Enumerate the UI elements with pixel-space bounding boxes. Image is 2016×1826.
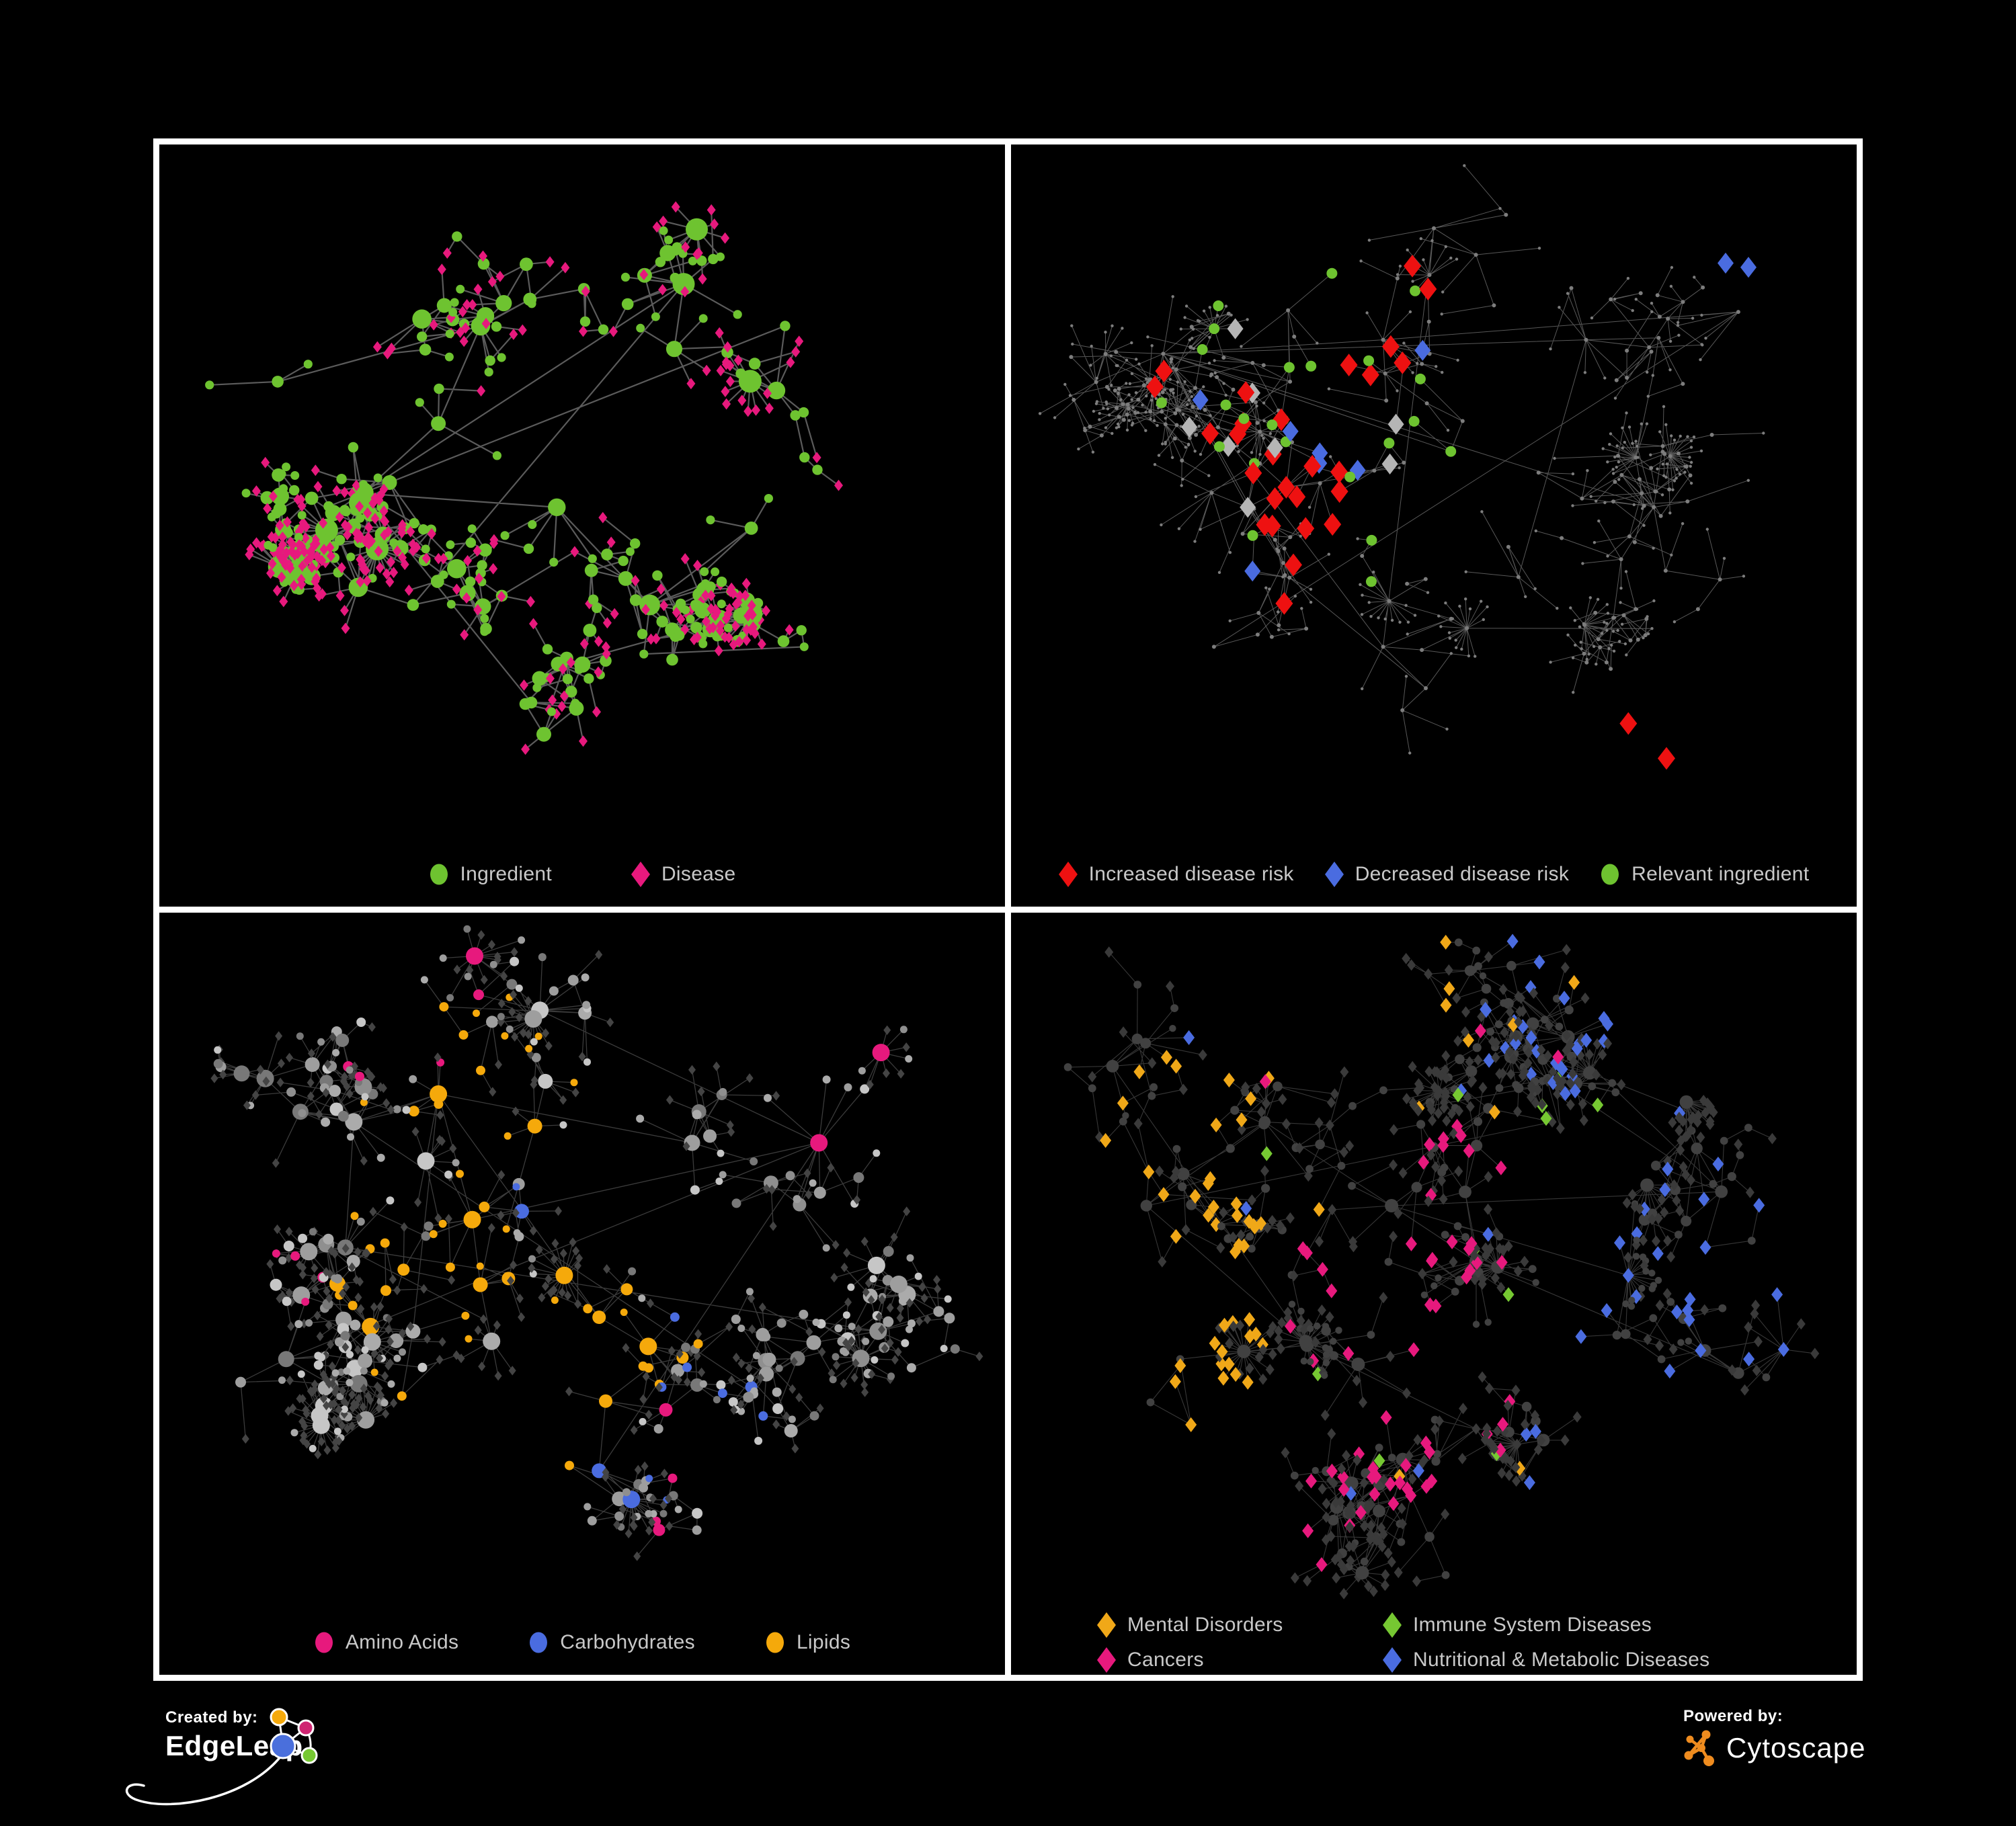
panel-disease-risk: Increased disease risk Decreased disease… xyxy=(1011,144,1857,907)
cytoscape-wordmark: Cytoscape xyxy=(1726,1732,1866,1763)
cytoscape-logo-icon xyxy=(1684,1730,1714,1766)
disease-risk-network xyxy=(1038,164,1765,770)
legend-macronutrients: Amino Acids Carbohydrates Lipids xyxy=(159,1610,1005,1675)
legend-item-ingredient: Ingredient xyxy=(429,862,552,887)
relevant-ingredient-circle-icon xyxy=(1601,864,1619,885)
edgeleap-branding: Created by: EdgeLeap xyxy=(125,1708,475,1823)
macronutrients-network xyxy=(210,925,983,1561)
legend-label: Mental Disorders xyxy=(1127,1614,1283,1636)
legend-item-amino-acids: Amino Acids xyxy=(314,1630,458,1655)
ingredient-circle-icon xyxy=(430,864,448,885)
decreased-risk-diamond-icon xyxy=(1324,862,1344,887)
powered-by-label: Powered by: xyxy=(1683,1707,1783,1725)
panel-grid: Ingredient Disease Increased disease ris… xyxy=(153,138,1863,1681)
ingredient-disease-network xyxy=(205,201,843,755)
legend-disease-risk: Increased disease risk Decreased disease… xyxy=(1011,842,1857,907)
amino-acids-circle-icon xyxy=(315,1632,333,1653)
legend-label: Carbohydrates xyxy=(560,1631,695,1653)
legend-item-relevant-ingredient: Relevant ingredient xyxy=(1600,862,1809,887)
disease-diamond-icon xyxy=(631,862,650,887)
legend-label: Disease xyxy=(661,863,736,885)
legend-item-immune-system-diseases: Immune System Diseases xyxy=(1383,1612,1709,1638)
immune-system-diseases-diamond-icon xyxy=(1383,1612,1402,1638)
legend-item-cancers: Cancers xyxy=(1097,1647,1383,1673)
disease-categories-network xyxy=(1063,933,1820,1600)
legend-item-disease: Disease xyxy=(631,862,735,887)
cytoscape-branding: Powered by: Cytoscape xyxy=(1683,1707,1865,1766)
legend-label: Amino Acids xyxy=(345,1631,459,1653)
lipids-circle-icon xyxy=(766,1632,784,1653)
cancers-diamond-icon xyxy=(1097,1647,1116,1673)
edgeleap-wordmark: EdgeLeap xyxy=(165,1730,303,1761)
panel-ingredient-disease: Ingredient Disease xyxy=(159,144,1005,907)
legend-label: Relevant ingredient xyxy=(1631,863,1810,885)
increased-risk-diamond-icon xyxy=(1058,862,1078,887)
legend-item-mental-disorders: Mental Disorders xyxy=(1097,1612,1383,1638)
legend-item-nutritional-metabolic-diseases: Nutritional & Metabolic Diseases xyxy=(1383,1647,1709,1673)
legend-ingredient-disease: Ingredient Disease xyxy=(159,842,1005,907)
mental-disorders-diamond-icon xyxy=(1097,1612,1116,1638)
nutritional-metabolic-diseases-diamond-icon xyxy=(1383,1647,1402,1673)
legend-item-increased-risk: Increased disease risk xyxy=(1058,862,1294,887)
legend-label: Nutritional & Metabolic Diseases xyxy=(1413,1649,1710,1671)
legend-label: Ingredient xyxy=(460,863,552,885)
legend-item-carbohydrates: Carbohydrates xyxy=(528,1630,695,1655)
legend-item-lipids: Lipids xyxy=(765,1630,850,1655)
legend-label: Immune System Diseases xyxy=(1413,1614,1652,1636)
legend-disease-categories: Mental Disorders Immune System Diseases … xyxy=(1011,1610,1857,1675)
panel-macronutrients: Amino Acids Carbohydrates Lipids xyxy=(159,913,1005,1675)
legend-label: Lipids xyxy=(796,1631,851,1653)
legend-label: Decreased disease risk xyxy=(1355,863,1570,885)
legend-label: Cancers xyxy=(1127,1649,1204,1671)
carbohydrates-circle-icon xyxy=(530,1632,548,1653)
panel-disease-categories: Mental Disorders Immune System Diseases … xyxy=(1011,913,1857,1675)
legend-label: Increased disease risk xyxy=(1088,863,1294,885)
created-by-label: Created by: xyxy=(165,1708,258,1727)
legend-item-decreased-risk: Decreased disease risk xyxy=(1324,862,1570,887)
